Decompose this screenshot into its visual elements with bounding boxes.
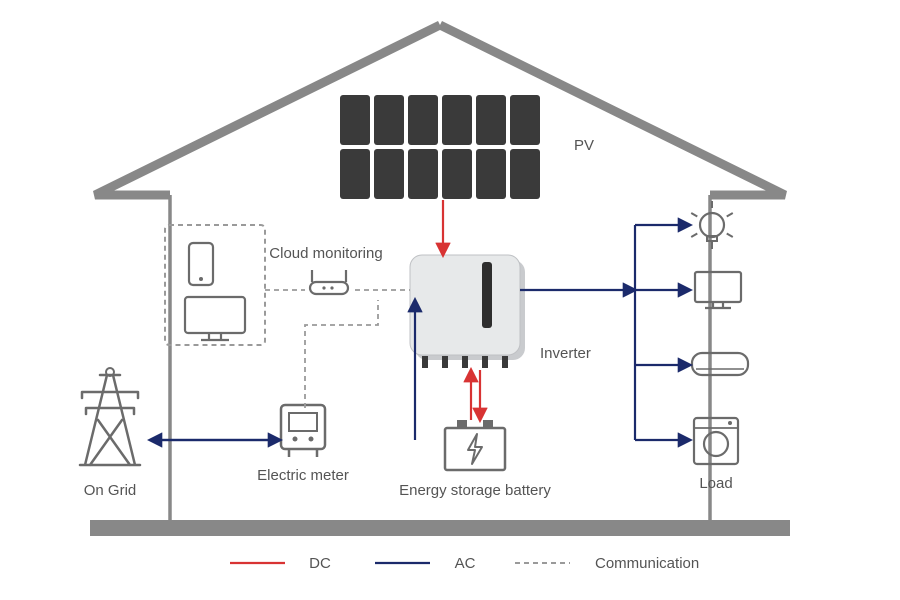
battery-label: Energy storage battery <box>399 482 551 499</box>
cloud-monitoring-icon <box>165 225 348 345</box>
battery-icon <box>445 420 505 470</box>
inverter-label: Inverter <box>540 345 591 362</box>
bus-to-load1 <box>635 225 690 440</box>
pv-label: PV <box>574 137 594 154</box>
cloud-label: Cloud monitoring <box>269 245 382 262</box>
legend-ac-label: AC <box>455 555 476 572</box>
loads-icon <box>691 201 748 464</box>
legend: DC AC Communication <box>230 555 699 572</box>
grid-label: On Grid <box>84 482 137 499</box>
solar-system-diagram: PV Inverter Electric meter Energy storage b… <box>0 0 900 600</box>
legend-dc-label: DC <box>309 555 331 572</box>
legend-comm-label: Communication <box>595 555 699 572</box>
inverter-icon <box>410 255 525 368</box>
pv-panel-icon <box>340 95 540 199</box>
load-label: Load <box>699 475 732 492</box>
meter-to-inverter-comm <box>305 300 378 408</box>
meter-label: Electric meter <box>257 467 349 484</box>
electric-meter-icon <box>281 405 325 457</box>
grid-tower-icon <box>80 368 140 465</box>
